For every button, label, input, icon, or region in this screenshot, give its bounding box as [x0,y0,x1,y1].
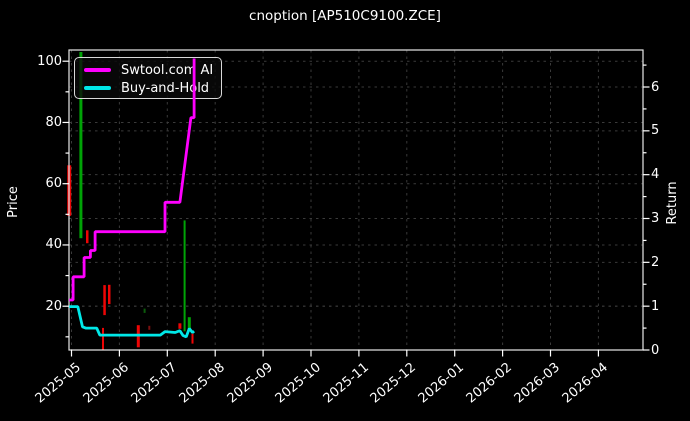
y-tick-label-return: 4 [651,167,660,183]
y-tick-label-return: 6 [651,79,660,95]
legend-item-swtool: Swtool.com AI [84,62,221,78]
legend-label-buyhold: Buy-and-Hold [121,80,210,96]
legend: Swtool.com AI Buy-and-Hold [74,57,222,99]
y-tick-label-return: 5 [651,123,660,139]
chart-title: cnoption [AP510C9100.ZCE] [249,8,441,24]
legend-label-swtool: Swtool.com AI [121,62,214,78]
y-tick-label-return: 1 [651,298,660,314]
y-tick-label-price: 60 [45,176,62,192]
y-axis-label-price: Price [6,186,21,218]
swtool-line-swatch [84,68,111,72]
y-tick-label-price: 80 [45,114,62,130]
y-tick-label-return: 0 [651,342,660,358]
y-tick-label-return: 3 [651,211,660,226]
buyhold-line-swatch [84,86,111,90]
y-tick-label-return: 2 [651,254,660,270]
y-tick-label-price: 100 [37,53,62,69]
legend-item-buyhold: Buy-and-Hold [84,80,221,96]
y-tick-label-price: 40 [45,237,62,253]
y-axis-label-return: Return [665,181,680,225]
y-tick-label-price: 20 [45,298,62,314]
